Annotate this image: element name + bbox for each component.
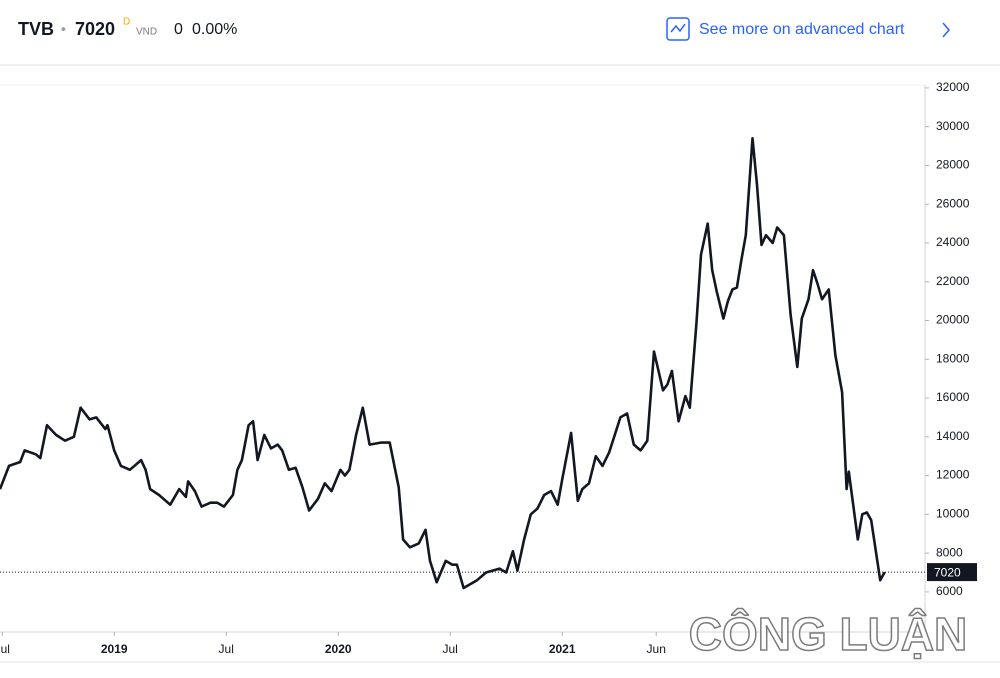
link-chevron — [942, 22, 950, 38]
separator: • — [61, 21, 66, 37]
currency: VND — [136, 27, 157, 38]
y-tick-label: 30000 — [936, 119, 970, 133]
last-price-box — [927, 563, 977, 582]
advanced-chart-link[interactable]: See more on advanced chart — [666, 17, 950, 41]
plot: 6000 8000 10000 12000 14000 16000 18000 20000 22… — [0, 80, 977, 656]
y-tick-label: 8000 — [936, 545, 963, 559]
y-tick-label: 6000 — [936, 584, 963, 598]
y-tick-label: 12000 — [936, 468, 970, 482]
y-tick-label: 26000 — [936, 196, 970, 210]
y-tick-label: 32000 — [936, 80, 970, 94]
y-tick-label: 10000 — [936, 507, 970, 521]
link-text[interactable]: See more on advanced chart — [699, 21, 905, 38]
link-icon-line — [670, 23, 686, 33]
x-tick-label: 2020 — [325, 642, 352, 656]
y-tick-label: 18000 — [936, 351, 970, 365]
y-tick-label: 20000 — [936, 313, 970, 327]
change: 0 — [174, 21, 183, 38]
last-price-label: 7020 — [934, 565, 961, 579]
y-tick-label: 14000 — [936, 429, 970, 443]
watermark: CÔNG LUẬN — [689, 608, 968, 660]
symbol: TVB — [18, 19, 54, 39]
price-line — [0, 137, 886, 590]
y-tick-label: 22000 — [936, 274, 970, 288]
change-percent: 0.00% — [192, 21, 237, 38]
y-tick-label: 28000 — [936, 158, 970, 172]
interval: D — [123, 17, 130, 28]
x-tick-label: 2021 — [549, 642, 576, 656]
link-icon — [666, 17, 690, 41]
x-tick-label: 2019 — [101, 642, 128, 656]
y-tick-label: 16000 — [936, 390, 970, 404]
x-tick-label: Jun — [647, 642, 666, 656]
x-tick-label: Jul — [0, 642, 10, 656]
x-tick-label: Jul — [443, 642, 458, 656]
y-tick-label: 24000 — [936, 235, 970, 249]
price: 7020 — [75, 19, 115, 39]
x-tick-label: Jul — [219, 642, 234, 656]
